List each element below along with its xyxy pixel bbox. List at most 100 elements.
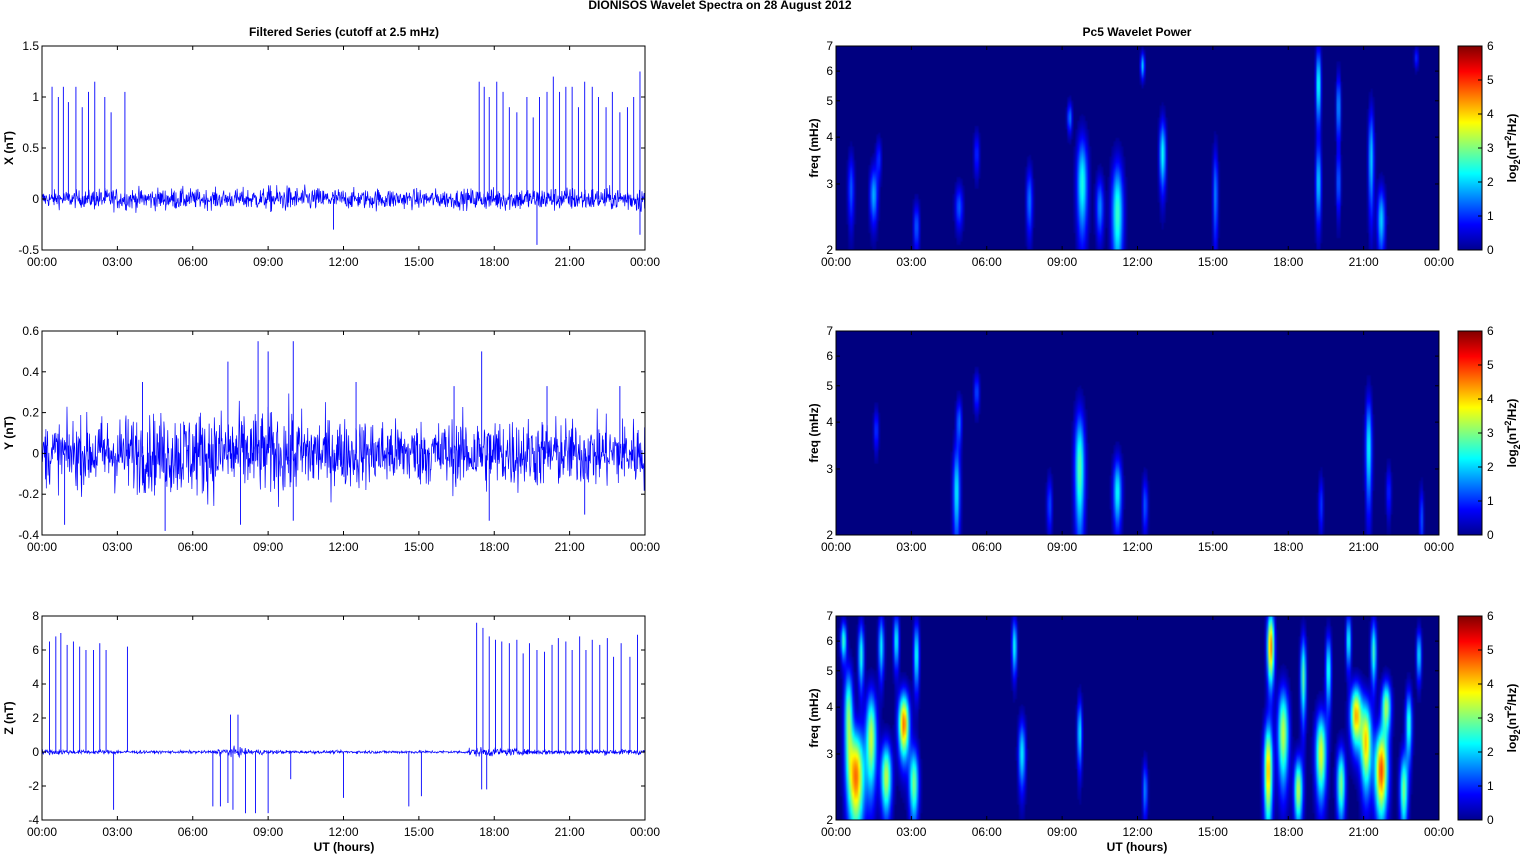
- y-axis-label-x_power: freq (mHz): [807, 118, 821, 177]
- x-axis-label-right: UT (hours): [1107, 840, 1168, 854]
- series-line-x: [42, 183, 645, 213]
- power-z_power-xtick-label: 03:00: [896, 825, 926, 839]
- y-axis-label-z: Z (nT): [2, 701, 16, 734]
- y-axis-label-y: Y (nT): [2, 416, 16, 450]
- ytick-label-y: -0.4: [18, 528, 39, 542]
- ytick-label-x: 0: [32, 192, 39, 206]
- series-x-xtick-label: 18:00: [479, 255, 509, 269]
- ytick-label-z: 0: [32, 745, 39, 759]
- colorbar-tick-label-x_power: 4: [1487, 107, 1494, 121]
- colorbar-label-y_power: log2(nT2/Hz): [1503, 399, 1521, 468]
- colorbar-tick-label-z_power: 2: [1487, 745, 1494, 759]
- colorbar-label-x_power: log2(nT2/Hz): [1503, 114, 1521, 183]
- series-z-xtick-label: 00:00: [630, 825, 660, 839]
- left-column-title: Filtered Series (cutoff at 2.5 mHz): [249, 25, 439, 39]
- power-x_power-xtick-label: 09:00: [1047, 255, 1077, 269]
- ytick-label-x_power: 3: [826, 177, 833, 191]
- series-z-xtick-label: 12:00: [328, 825, 358, 839]
- series-y-xtick-label: 18:00: [479, 540, 509, 554]
- series-x-xtick-label: 00:00: [27, 255, 57, 269]
- power-x_power-xtick-label: 21:00: [1349, 255, 1379, 269]
- series-z-xtick-label: 09:00: [253, 825, 283, 839]
- series-line-y: [42, 393, 645, 507]
- colorbar-tick-label-x_power: 0: [1487, 243, 1494, 257]
- power-y_power-xtick-label: 03:00: [896, 540, 926, 554]
- power-z_power-xtick-label: 12:00: [1122, 825, 1152, 839]
- colorbar-tick-label-x_power: 1: [1487, 209, 1494, 223]
- x-axis-label-left: UT (hours): [314, 840, 375, 854]
- series-y-xtick-label: 15:00: [404, 540, 434, 554]
- ytick-label-y_power: 4: [826, 415, 833, 429]
- power-y_power-xtick-label: 15:00: [1198, 540, 1228, 554]
- colorbar-tick-label-x_power: 2: [1487, 175, 1494, 189]
- right-column-title: Pc5 Wavelet Power: [1083, 25, 1192, 39]
- series-z-xtick-label: 06:00: [178, 825, 208, 839]
- colorbar-tick-label-y_power: 4: [1487, 392, 1494, 406]
- series-x-xtick-label: 09:00: [253, 255, 283, 269]
- series-y-xtick-label: 09:00: [253, 540, 283, 554]
- colorbar-tick-label-y_power: 3: [1487, 426, 1494, 440]
- ytick-label-x: 0.5: [22, 141, 39, 155]
- colorbar-tick-label-x_power: 6: [1487, 39, 1494, 53]
- ytick-label-x_power: 5: [826, 94, 833, 108]
- power-y_power-xtick-label: 21:00: [1349, 540, 1379, 554]
- ytick-label-y: 0.6: [22, 324, 39, 338]
- ytick-label-z_power: 3: [826, 747, 833, 761]
- colorbar-tick-label-y_power: 0: [1487, 528, 1494, 542]
- ytick-label-y: 0.2: [22, 406, 39, 420]
- series-z-xtick-label: 03:00: [102, 825, 132, 839]
- power-x_power-xtick-label: 15:00: [1198, 255, 1228, 269]
- series-z-xtick-label: 18:00: [479, 825, 509, 839]
- ytick-label-y: 0.4: [22, 365, 39, 379]
- plot-frame-x: [41, 45, 646, 251]
- series-z-xtick-label: 15:00: [404, 825, 434, 839]
- ytick-label-x_power: 6: [826, 64, 833, 78]
- colorbar-tick-label-x_power: 5: [1487, 73, 1494, 87]
- series-y-xtick-label: 03:00: [102, 540, 132, 554]
- power-y_power-xtick-label: 12:00: [1122, 540, 1152, 554]
- ytick-label-z: 8: [32, 609, 39, 623]
- ytick-label-y_power: 3: [826, 462, 833, 476]
- series-panel-x: -0.5 0 0.5 1 1.5 00:00 03:00 06:00 09:00 12:00 15:…: [2, 39, 660, 269]
- power-panel-x_power: 2 3 4 5 6 7 00:00 03:00 06:00 09:00 12:00 15:00 18:0…: [807, 39, 1521, 269]
- ytick-label-y_power: 7: [826, 324, 833, 338]
- power-z_power-xtick-label: 18:00: [1273, 825, 1303, 839]
- ytick-label-y_power: 2: [826, 528, 833, 542]
- ytick-label-x_power: 4: [826, 130, 833, 144]
- y-axis-label-y_power: freq (mHz): [807, 403, 821, 462]
- power-x_power-xtick-label: 00:00: [821, 255, 851, 269]
- power-z_power-xtick-label: 00:00: [821, 825, 851, 839]
- power-y_power-xtick-label: 09:00: [1047, 540, 1077, 554]
- series-z-xtick-label: 21:00: [555, 825, 585, 839]
- power-x_power-xtick-label: 00:00: [1424, 255, 1454, 269]
- colorbar-tick-label-y_power: 1: [1487, 494, 1494, 508]
- colorbar-tick-label-y_power: 5: [1487, 358, 1494, 372]
- colorbar-tick-label-z_power: 5: [1487, 643, 1494, 657]
- power-z_power-xtick-label: 21:00: [1349, 825, 1379, 839]
- series-x-xtick-label: 12:00: [328, 255, 358, 269]
- power-z_power-xtick-label: 09:00: [1047, 825, 1077, 839]
- series-x-xtick-label: 00:00: [630, 255, 660, 269]
- ytick-label-y: 0: [32, 446, 39, 460]
- ytick-label-z: -2: [28, 779, 39, 793]
- heatmap-image-z_power: [836, 616, 1439, 820]
- series-panel-y: -0.4 -0.2 0 0.2 0.4 0.6 00:00 03:00 06:00 09:00 12…: [2, 324, 660, 554]
- ytick-label-z_power: 2: [826, 813, 833, 827]
- colorbar-tick-label-z_power: 3: [1487, 711, 1494, 725]
- series-x-xtick-label: 06:00: [178, 255, 208, 269]
- power-y_power-xtick-label: 00:00: [821, 540, 851, 554]
- ytick-label-x_power: 7: [826, 39, 833, 53]
- ytick-label-z: -4: [28, 813, 39, 827]
- y-axis-label-x: X (nT): [2, 131, 16, 165]
- series-x-xtick-label: 03:00: [102, 255, 132, 269]
- power-panel-z_power: 2 3 4 5 6 7 00:00 03:00 06:00 09:00 12:00 15:00 18:0…: [807, 609, 1521, 839]
- colorbar-tick-label-y_power: 6: [1487, 324, 1494, 338]
- power-x_power-xtick-label: 03:00: [896, 255, 926, 269]
- ytick-label-x: 1.5: [22, 39, 39, 53]
- power-z_power-xtick-label: 00:00: [1424, 825, 1454, 839]
- power-x_power-xtick-label: 06:00: [972, 255, 1002, 269]
- series-y-xtick-label: 06:00: [178, 540, 208, 554]
- ytick-label-z_power: 4: [826, 700, 833, 714]
- power-y_power-xtick-label: 18:00: [1273, 540, 1303, 554]
